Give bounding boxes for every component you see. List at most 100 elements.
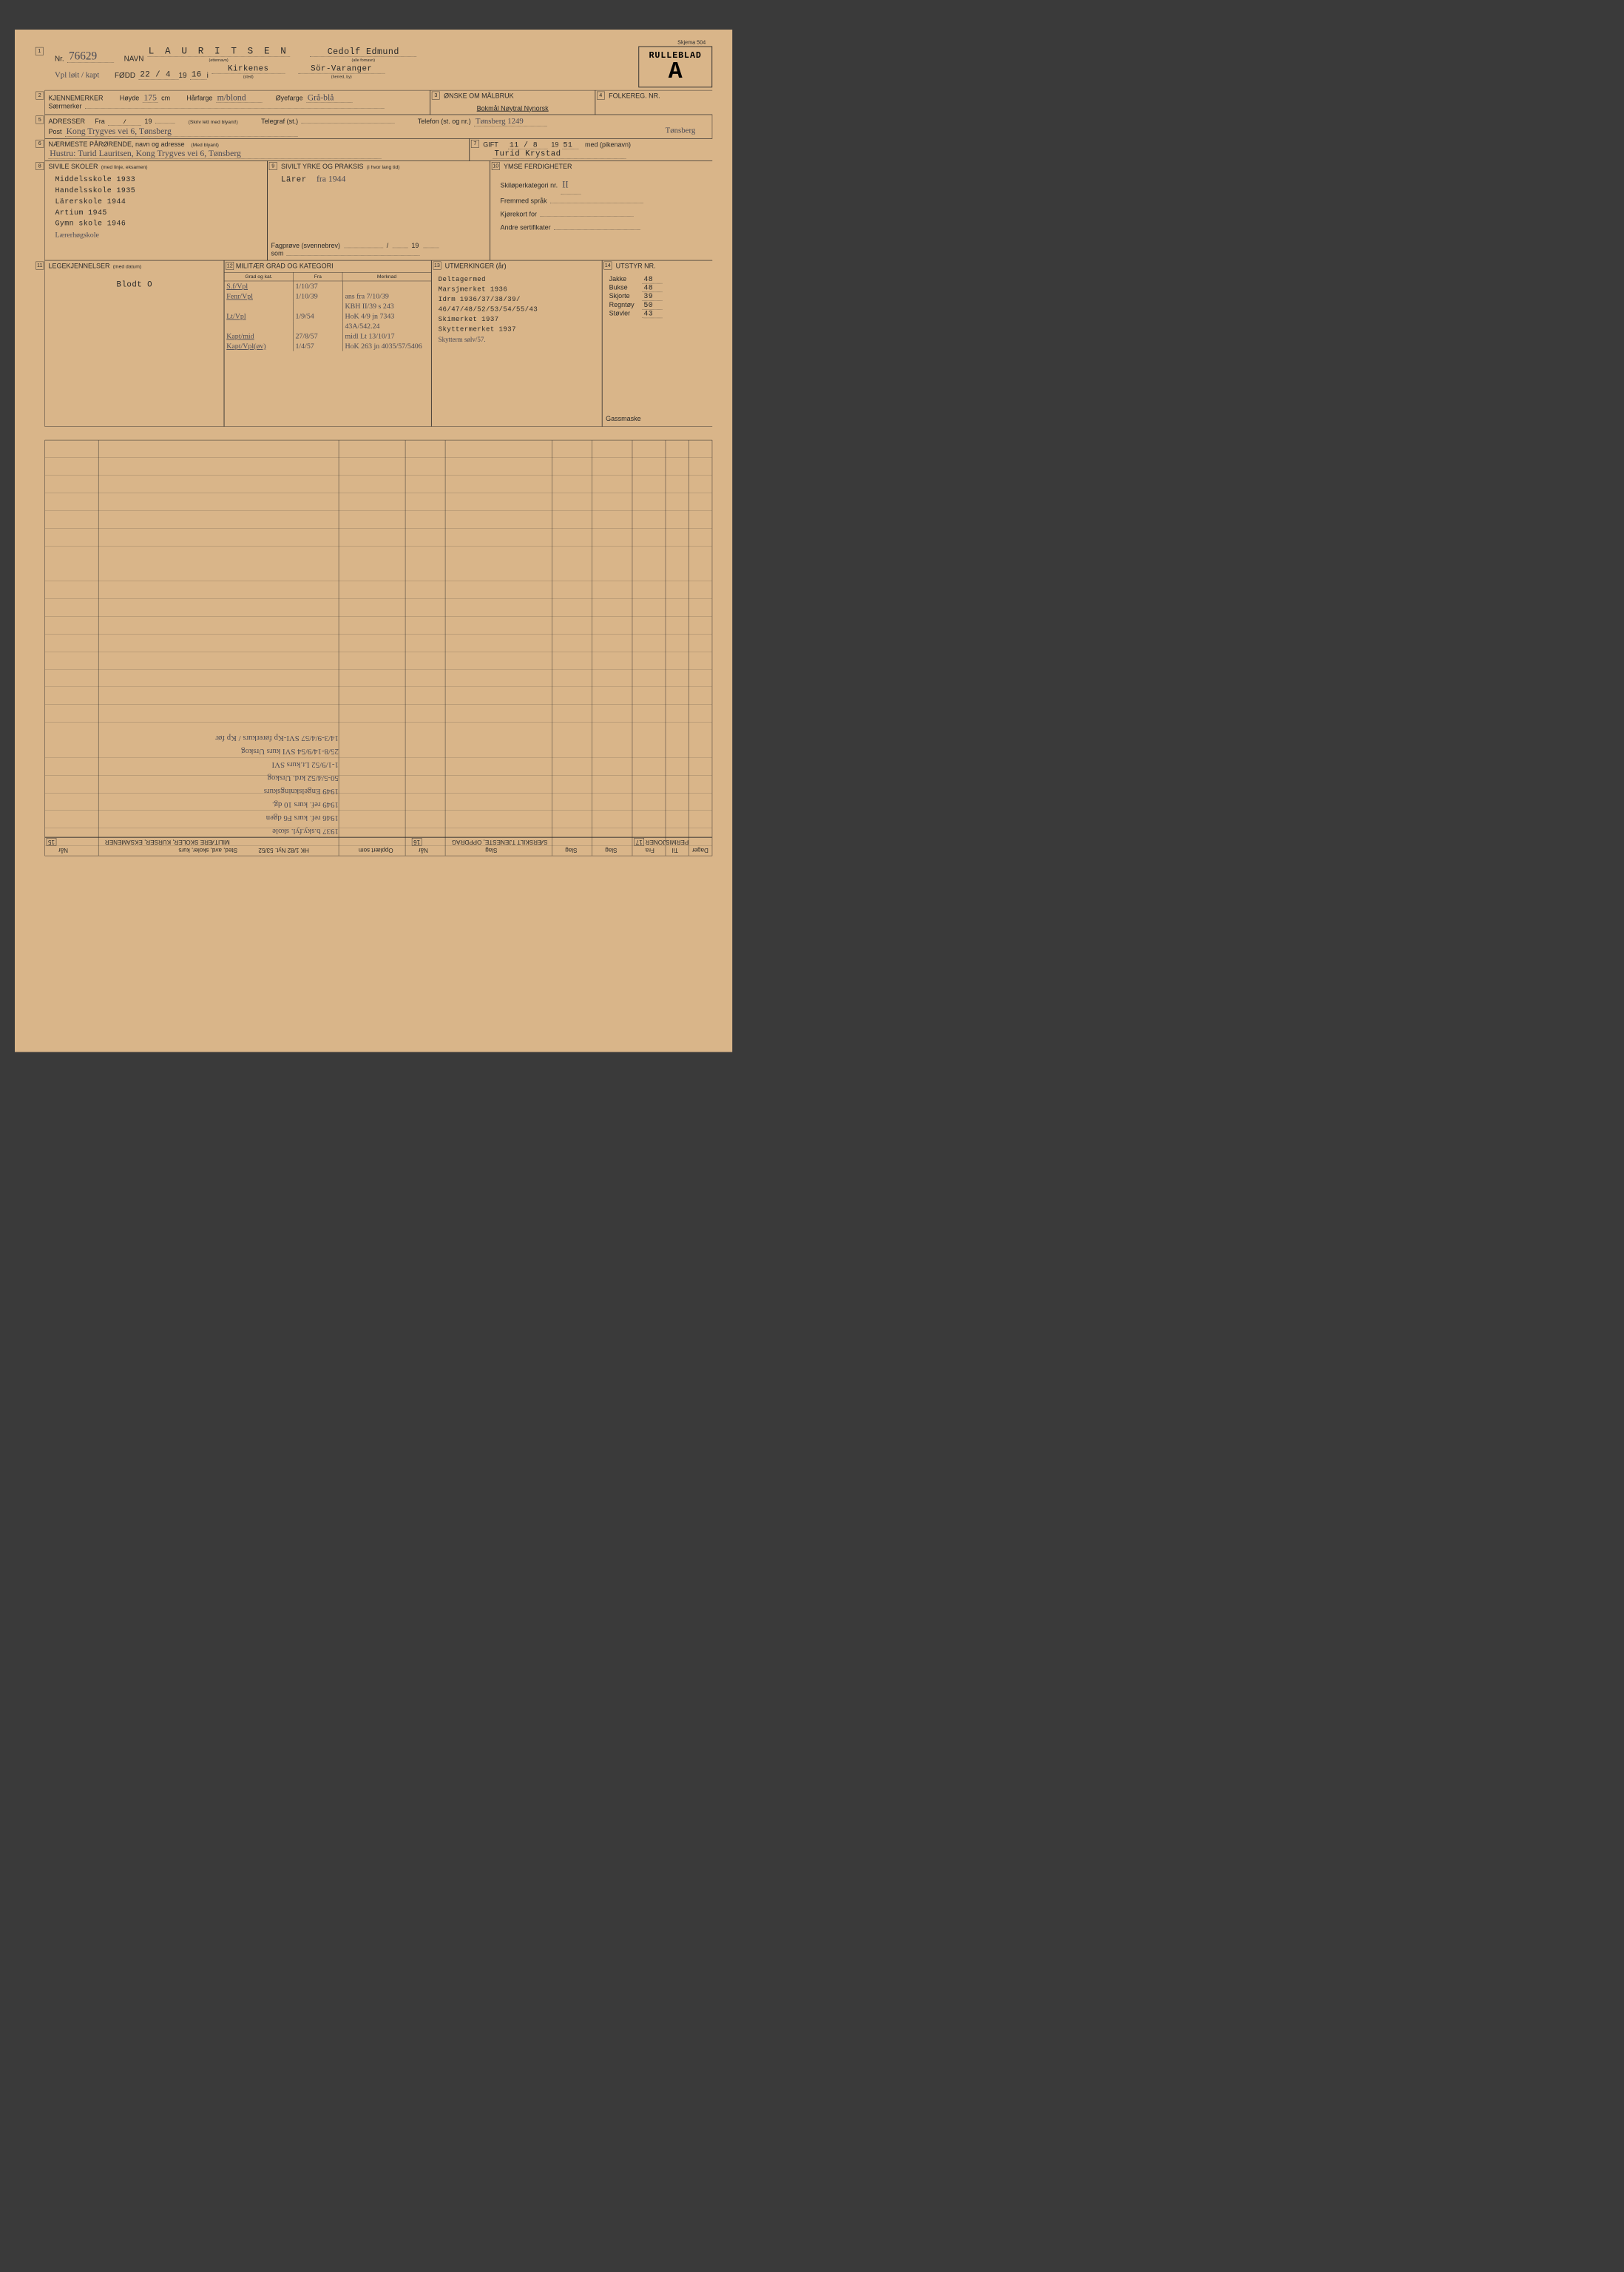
saermerker-label: Særmerker bbox=[48, 103, 81, 110]
s5-fra-value: / bbox=[108, 119, 141, 126]
s17-title: PERMISJONER bbox=[646, 839, 689, 845]
rulleblad-box: RULLEBLAD A bbox=[638, 47, 712, 88]
section-4-number: 4 bbox=[597, 92, 605, 100]
section-11-number: 11 bbox=[35, 262, 44, 270]
section-8-sivile-skoler: 8 SIVILE SKOLER (med linje, eksamen) Mid… bbox=[45, 160, 268, 260]
s11-sub: (med datum) bbox=[113, 264, 141, 270]
award-entry: Marsjmerket 1936 bbox=[439, 285, 599, 295]
military-school-entry: 1946 ref. kurs F6 dgen bbox=[99, 814, 339, 822]
s9-occupation-hw: fra 1944 bbox=[317, 174, 345, 183]
equipment-row: Regntøy50 bbox=[609, 301, 709, 310]
birth-year: 16 bbox=[190, 70, 207, 80]
s16-col-slag: Slag bbox=[485, 847, 497, 853]
section-10-ferdigheter: 10 YMSE FERDIGHETER Skiløperkategori nr.… bbox=[490, 160, 713, 260]
section-17-number: 17 bbox=[634, 838, 644, 845]
school-entry: Lärerskole 1944 bbox=[55, 196, 263, 207]
navn-label: NAVN bbox=[124, 54, 144, 63]
s16-title: SÆRSKILT TJENESTE, OPPDRAG bbox=[452, 839, 548, 845]
year-prefix: 19 bbox=[179, 71, 187, 80]
s5-year-prefix: 19 bbox=[144, 118, 152, 125]
s17-col-dager: Dager bbox=[692, 847, 708, 853]
hk-reference: HK 1/82 Nyt. 53/52 bbox=[259, 847, 309, 853]
section-9-number: 9 bbox=[269, 162, 277, 170]
section-7-gift: 7 GIFT 11 / 8 19 51 med (pikenavn) Turid… bbox=[470, 138, 712, 161]
school-entry: Gymn skole 1946 bbox=[55, 218, 263, 229]
equipment-row: Skjorte39 bbox=[609, 292, 709, 301]
military-school-entry: 1949 Engelskningskurs bbox=[99, 787, 339, 796]
s9-slash: / bbox=[387, 243, 389, 250]
section-12-number: 12 bbox=[226, 262, 234, 270]
section-13-utmerkinger: 13 UTMERKINGER (år) DeltagermedMarsjmerk… bbox=[431, 260, 602, 427]
s14-gassmaske-label: Gassmaske bbox=[606, 416, 641, 423]
section-15-number: 15 bbox=[47, 838, 57, 845]
s14-title: UTSTYR NR. bbox=[616, 263, 656, 270]
s10-sprak-label: Fremmed språk bbox=[501, 197, 547, 205]
grade-row: Kapt/Vpl(øv)1/4/57HoK 263 jn 4035/57/540… bbox=[225, 341, 431, 351]
s17-col-til: Til bbox=[672, 847, 678, 853]
s7-title: GIFT bbox=[483, 141, 498, 149]
equipment-row: Støvler43 bbox=[609, 309, 709, 318]
hair-value: m/blond bbox=[216, 92, 263, 103]
s10-title: YMSE FERDIGHETER bbox=[504, 163, 572, 170]
sted-sublabel: (sted) bbox=[243, 74, 254, 78]
s5-telefon-value: Tønsberg 1249 bbox=[474, 117, 547, 126]
grade-row: S.f/Vpl1/10/37 bbox=[225, 281, 431, 291]
birth-district: Sör-Varanger bbox=[298, 64, 385, 74]
section-7-number: 7 bbox=[471, 140, 479, 148]
grade-row: 43A/542.24 bbox=[225, 321, 431, 331]
s8-school-list: Middelsskole 1933Handelsskole 1935Lärers… bbox=[55, 174, 263, 240]
rank-note-handwritten: Vpl løit / kapt bbox=[55, 70, 115, 79]
school-entry: Lærerhøgskole bbox=[55, 229, 263, 240]
school-entry: Middelsskole 1933 bbox=[55, 174, 263, 185]
s12-rows-container: S.f/Vpl1/10/37Fenr/Vpl1/10/39ans fra 7/1… bbox=[225, 281, 431, 351]
section-16-number: 16 bbox=[412, 838, 422, 845]
s3-title: ØNSKE OM MÅLBRUK bbox=[444, 92, 592, 100]
forenames-sublabel: (alle fornavn) bbox=[352, 58, 376, 62]
hair-label: Hårfarge bbox=[186, 95, 212, 102]
s10-sertifikater-label: Andre sertifikater bbox=[501, 224, 551, 231]
award-entry: 46/47/48/52/53/54/55/43 bbox=[439, 305, 599, 315]
military-school-entry: 25/8-14/9/54 SVI kurs Urskog bbox=[99, 747, 339, 756]
military-school-entry: 1949 ref. kurs 10 dg. bbox=[99, 800, 339, 809]
i-label: i bbox=[207, 71, 209, 80]
section-9-sivilt-yrke: 9 SIVILT YRKE OG PRAKSIS (i hvor lang ti… bbox=[268, 160, 490, 260]
grade-row: Lt/Vpl1/9/54HoK 4/9 jn 7343 bbox=[225, 311, 431, 322]
s7-med-label: med (pikenavn) bbox=[585, 141, 631, 149]
s15-col-nar: Når bbox=[58, 847, 68, 853]
s12-h3: Merknad bbox=[342, 273, 431, 281]
s5-title: ADRESSER bbox=[48, 118, 85, 125]
birth-date: 22 / 4 bbox=[139, 70, 179, 80]
s10-ski-value: II bbox=[561, 175, 581, 195]
s7-spouse-name: Turid Krystad bbox=[493, 149, 626, 159]
s10-kjorekort-label: Kjørekort for bbox=[501, 211, 538, 218]
s7-date: 11 / 8 bbox=[508, 141, 548, 149]
cm-label: cm bbox=[161, 95, 170, 102]
surname-sublabel: (etternavn) bbox=[209, 58, 229, 62]
s17-col-fra: Fra bbox=[646, 847, 654, 853]
lower-ruled-grid: 15 MILITÆRE SKOLER, KURSER, EKSAMENER 16… bbox=[45, 440, 713, 856]
eye-label: Øyefarge bbox=[276, 95, 303, 102]
s12-h1: Grad og kat. bbox=[225, 273, 294, 281]
s6-title: NÆRMESTE PÅRØRENDE, navn og adresse bbox=[48, 141, 184, 148]
s8-sub: (med linje, eksamen) bbox=[101, 164, 148, 170]
section-2-number: 2 bbox=[35, 92, 44, 100]
section-12-militaer-grad: 12 MILITÆR GRAD OG KATEGORI Grad og kat.… bbox=[224, 260, 431, 427]
eye-value: Grå-blå bbox=[306, 92, 353, 103]
s9-title: SIVILT YRKE OG PRAKSIS bbox=[281, 163, 364, 170]
s13-awards-list: DeltagermedMarsjmerket 1936Idrm 1936/37/… bbox=[439, 275, 599, 345]
s4-title: FOLKEREG. NR. bbox=[609, 92, 709, 100]
s12-title: MILITÆR GRAD OG KATEGORI bbox=[225, 260, 431, 272]
s9-sub: (i hvor lang tid) bbox=[367, 164, 400, 170]
record-number: 76629 bbox=[67, 50, 114, 63]
military-school-entry: 50-5/4/52 krd. Urskog bbox=[99, 774, 339, 782]
section-14-number: 14 bbox=[603, 262, 612, 270]
s15-col-opplart: Opplært som bbox=[359, 847, 393, 853]
s15-title: MILITÆRE SKOLER, KURSER, EKSAMENER bbox=[105, 839, 230, 845]
s9-occupation: Lärer bbox=[281, 175, 307, 184]
section-5-number: 5 bbox=[35, 116, 44, 124]
equipment-row: Jakke48 bbox=[609, 275, 709, 284]
section-14-utstyr: 14 UTSTYR NR. Jakke48Bukse48Skjorte39Reg… bbox=[602, 260, 712, 427]
s10-ski-label: Skiløperkategori nr. bbox=[501, 182, 558, 189]
award-entry: Idrm 1936/37/38/39/ bbox=[439, 295, 599, 305]
s6-sub: (Med blyant) bbox=[191, 142, 219, 148]
